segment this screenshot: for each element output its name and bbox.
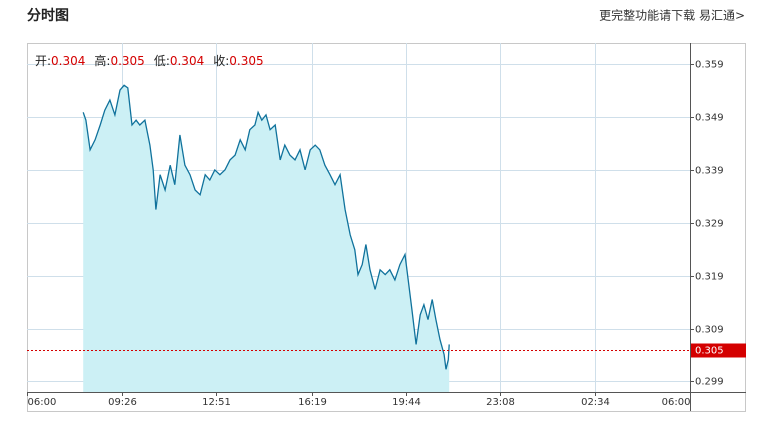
y-tick-label: 0.349 <box>695 113 724 124</box>
y-tick-label: 0.359 <box>695 60 724 71</box>
stat-value: 0.304 <box>51 54 85 68</box>
last-price-label: 0.305 <box>695 346 724 357</box>
area-fill <box>83 85 450 393</box>
chart-frame <box>27 43 746 412</box>
stat-label: 高: <box>94 53 110 68</box>
x-tick-label: 19:44 <box>392 397 421 408</box>
y-tick-label: 0.319 <box>695 272 724 283</box>
stat-label: 低: <box>154 54 170 68</box>
y-tick-label: 0.329 <box>695 219 724 230</box>
download-link[interactable]: 更完整功能请下载 易汇通> <box>599 8 745 23</box>
x-tick-label: 09:26 <box>108 397 137 408</box>
ohlc-stats: 开:0.304 高:0.305 低:0.304 收:0.305 <box>35 53 264 68</box>
x-tick-label: 23:08 <box>486 397 515 408</box>
y-tick-label: 0.299 <box>695 377 724 388</box>
x-tick-label: 16:19 <box>298 397 327 408</box>
stat-label: 开: <box>35 54 51 68</box>
x-tick-label: 12:51 <box>202 397 231 408</box>
page-title: 分时图 <box>27 7 69 24</box>
y-tick-label: 0.309 <box>695 325 724 336</box>
x-tick-label: 06:00 <box>28 397 57 408</box>
stat-value: 0.305 <box>110 54 144 68</box>
stat-value: 0.305 <box>229 54 263 68</box>
y-tick-label: 0.339 <box>695 166 724 177</box>
x-tick-label: 06:00 <box>662 397 691 408</box>
last-price-box <box>691 343 746 358</box>
stat-label: 收: <box>213 54 229 68</box>
plot-area <box>27 43 690 393</box>
price-line <box>82 84 450 370</box>
stat-value: 0.304 <box>170 54 204 68</box>
x-tick-label: 02:34 <box>581 397 610 408</box>
